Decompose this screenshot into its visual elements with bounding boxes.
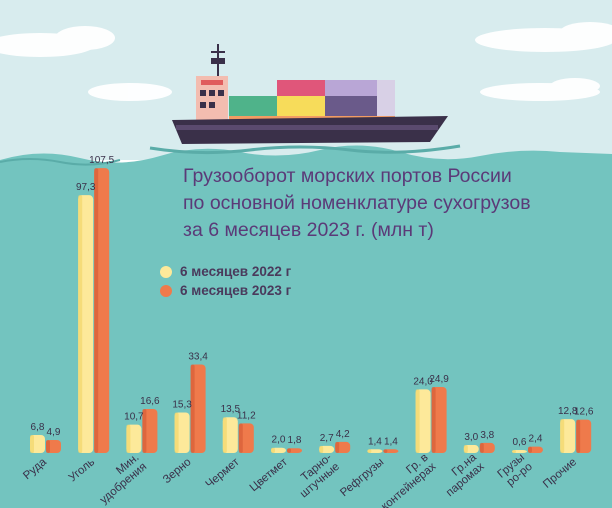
data-label: 1,8 (288, 435, 302, 446)
bar-shade (30, 434, 34, 453)
data-label: 6,8 (31, 422, 45, 433)
legend-item-2023: 6 месяцев 2023 г (160, 281, 291, 300)
cargo-ship (172, 44, 448, 144)
bar-shade (479, 442, 484, 453)
bar-shade (126, 424, 131, 453)
data-label: 2,0 (272, 435, 286, 446)
wave-line (0, 158, 121, 166)
bar-shade (78, 195, 83, 453)
chart-title-line: по основной номенклатуре сухогрузов (183, 192, 531, 214)
bar-shade (142, 409, 147, 453)
data-label: 24,9 (429, 374, 449, 385)
chart-title: Грузооборот морских портов России по осн… (183, 163, 603, 244)
bar-shade (383, 449, 388, 453)
data-label: 12,8 (558, 406, 578, 417)
chart-title-line: за 6 месяцев 2023 г. (млн т) (183, 219, 434, 241)
bar-shade (431, 387, 436, 453)
bar-2023 (383, 449, 399, 453)
value-labels-layer: 6,8 4,9 97,3 107,5 10,7 16,6 15,3 33,4 13,511,2 2… (31, 155, 594, 448)
bar-shade (46, 440, 50, 453)
legend-dot-2023 (160, 284, 172, 297)
bar-shade (415, 389, 420, 453)
data-label: 13,5 (221, 404, 241, 415)
wave-line (149, 144, 461, 155)
data-label: 2,4 (529, 434, 543, 445)
data-label: 107,5 (89, 155, 114, 166)
legend-label: 6 месяцев 2023 г (180, 283, 292, 298)
bar-shade (367, 449, 372, 453)
bar-shade (222, 417, 227, 453)
bar-shade (512, 450, 516, 453)
bar-shade (319, 445, 324, 453)
legend: 6 месяцев 2022 г 6 месяцев 2023 г (160, 262, 291, 300)
data-label: 16,6 (140, 396, 160, 407)
data-label: 2,7 (320, 433, 334, 444)
bar-shade (463, 445, 468, 453)
data-label: 33,4 (188, 351, 208, 362)
data-label: 11,2 (237, 410, 256, 421)
data-label: 12,6 (574, 407, 594, 418)
legend-item-2022: 6 месяцев 2022 г (160, 262, 291, 281)
data-label: 1,4 (384, 436, 398, 447)
data-label: 0,6 (513, 437, 527, 448)
bar-shade (576, 419, 581, 453)
legend-label: 6 месяцев 2022 г (180, 264, 292, 279)
bar-2022 (367, 449, 383, 453)
data-label: 15,3 (172, 399, 192, 410)
chart-title-line: Грузооборот морских портов России (183, 165, 512, 187)
bar-shade (271, 447, 275, 453)
bar-shade (238, 423, 243, 453)
bar-shade (174, 412, 179, 453)
data-label: 3,0 (464, 432, 478, 443)
clouds (0, 22, 612, 101)
bar-2022 (512, 450, 527, 453)
bar-shade (528, 446, 532, 453)
data-label: 1,4 (368, 436, 382, 447)
bar-shade (94, 168, 99, 453)
legend-dot-2022 (160, 265, 172, 278)
data-label: 24,0 (413, 376, 433, 387)
bar-shade (335, 441, 340, 453)
bar-shade (560, 419, 565, 453)
bar-shade (190, 364, 195, 453)
data-label: 97,3 (76, 182, 96, 193)
data-label: 10,7 (124, 412, 144, 423)
data-label: 4,2 (336, 429, 350, 440)
data-label: 4,9 (47, 427, 61, 438)
data-label: 3,8 (480, 430, 494, 441)
bar-shade (287, 448, 291, 453)
bars-layer (30, 168, 592, 453)
